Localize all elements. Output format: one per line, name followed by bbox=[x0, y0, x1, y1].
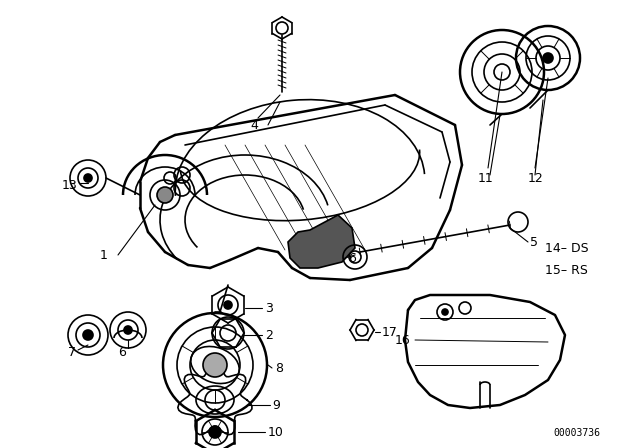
Text: 11: 11 bbox=[478, 172, 493, 185]
Text: 15– RS: 15– RS bbox=[545, 263, 588, 276]
Text: 16: 16 bbox=[395, 333, 411, 346]
Text: 2: 2 bbox=[265, 328, 273, 341]
Text: 10: 10 bbox=[268, 426, 284, 439]
Text: 3: 3 bbox=[265, 302, 273, 314]
Circle shape bbox=[442, 309, 448, 315]
Text: 5: 5 bbox=[530, 236, 538, 249]
Text: 9: 9 bbox=[272, 399, 280, 412]
Circle shape bbox=[157, 187, 173, 203]
Text: 6: 6 bbox=[348, 251, 356, 264]
Circle shape bbox=[209, 426, 221, 438]
Text: 17: 17 bbox=[382, 326, 398, 339]
Text: 00003736: 00003736 bbox=[553, 428, 600, 438]
Polygon shape bbox=[288, 215, 355, 268]
Circle shape bbox=[84, 174, 92, 182]
Text: 1: 1 bbox=[100, 249, 108, 262]
Circle shape bbox=[224, 301, 232, 309]
Text: 7: 7 bbox=[68, 345, 76, 358]
Text: 6: 6 bbox=[118, 345, 126, 358]
Text: 8: 8 bbox=[275, 362, 283, 375]
Circle shape bbox=[124, 326, 132, 334]
Text: 13: 13 bbox=[62, 178, 77, 191]
Circle shape bbox=[543, 53, 553, 63]
Circle shape bbox=[83, 330, 93, 340]
Text: 4: 4 bbox=[250, 119, 258, 132]
Text: 14– DS: 14– DS bbox=[545, 241, 589, 254]
Circle shape bbox=[203, 353, 227, 377]
Text: 12: 12 bbox=[528, 172, 544, 185]
